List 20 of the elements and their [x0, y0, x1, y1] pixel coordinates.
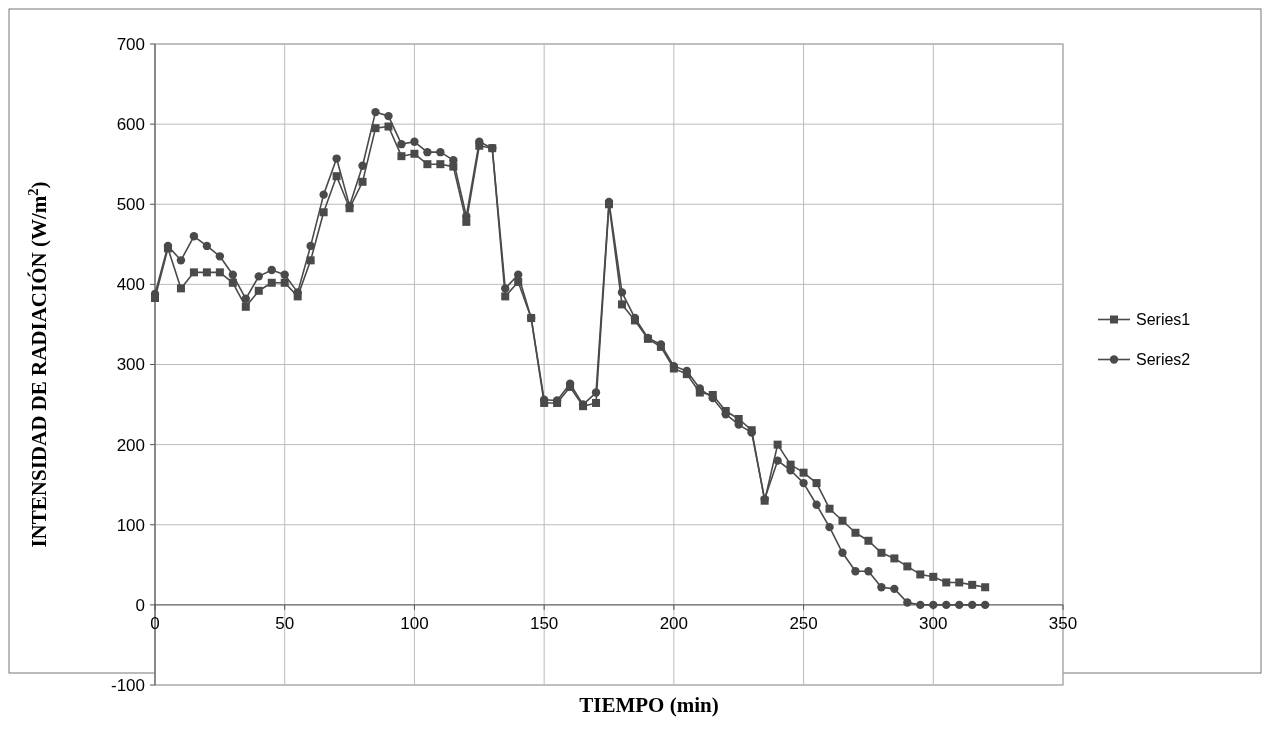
y-tick-label: 600 [116, 115, 145, 135]
y-tick-label: 100 [116, 515, 145, 535]
x-tick-label: 200 [659, 613, 689, 633]
x-tick-label: 0 [150, 613, 160, 633]
x-tick-label: 150 [529, 613, 559, 633]
legend-label: Series2 [1136, 351, 1191, 369]
x-tick-label: 250 [789, 613, 818, 633]
y-tick-label: 200 [116, 435, 145, 455]
y-tick-label: 0 [135, 595, 145, 615]
x-tick-label: 350 [1048, 613, 1078, 633]
y-tick-label: -100 [110, 675, 145, 695]
x-tick-label: 300 [919, 613, 948, 633]
legend-label: Series1 [1136, 311, 1191, 329]
y-tick-label: 400 [116, 275, 145, 295]
y-tick-label: 500 [116, 195, 145, 215]
y-tick-label: 300 [116, 355, 145, 375]
x-tick-label: 50 [275, 613, 295, 633]
y-tick-label: 700 [116, 34, 145, 54]
x-tick-label: 100 [400, 613, 429, 633]
x-axis-title: TIEMPO (min) [579, 693, 719, 717]
